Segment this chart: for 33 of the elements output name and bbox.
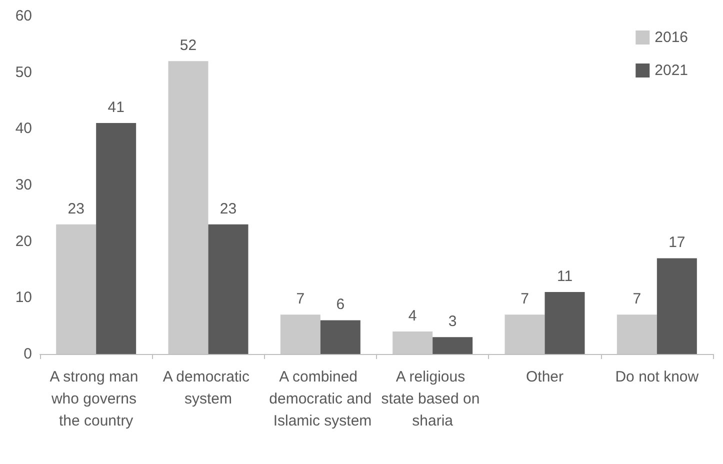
- bar: [320, 320, 360, 354]
- y-tick-label: 50: [15, 64, 32, 81]
- bar: [432, 337, 473, 354]
- bar: [96, 123, 136, 354]
- data-label: 4: [408, 307, 417, 324]
- data-label: 7: [632, 290, 642, 308]
- x-tick-label: A democratic system: [162, 368, 254, 408]
- data-label: 6: [336, 296, 345, 314]
- y-tick-label: 30: [15, 176, 32, 194]
- y-tick-label: 60: [15, 8, 32, 24]
- data-label: 23: [220, 200, 237, 218]
- data-label: 52: [180, 37, 197, 54]
- x-tick-label: Do not know: [615, 368, 699, 386]
- x-tick-label: A religious state based on sharia: [381, 368, 484, 430]
- x-tick-label: Other: [526, 368, 564, 386]
- data-label: 41: [108, 99, 124, 116]
- x-tick-label: A strong man who governs the country: [50, 368, 142, 430]
- bar: [208, 224, 248, 354]
- y-tick-label: 40: [15, 120, 32, 138]
- y-tick-label: 0: [24, 346, 32, 362]
- data-label: 11: [556, 268, 573, 286]
- data-label: 7: [296, 290, 305, 308]
- x-tick-label: A combined democratic and Islamic system: [269, 368, 372, 430]
- y-tick-label: 20: [15, 232, 32, 250]
- data-label: 17: [668, 234, 686, 252]
- y-tick-label: 10: [15, 289, 32, 306]
- data-label: 3: [448, 313, 457, 330]
- legend-label: 2016: [654, 29, 688, 46]
- bar: [656, 258, 697, 354]
- legend-label: 2021: [654, 62, 688, 79]
- bar: [544, 292, 585, 354]
- data-label: 23: [68, 200, 84, 218]
- data-label: 7: [520, 290, 529, 308]
